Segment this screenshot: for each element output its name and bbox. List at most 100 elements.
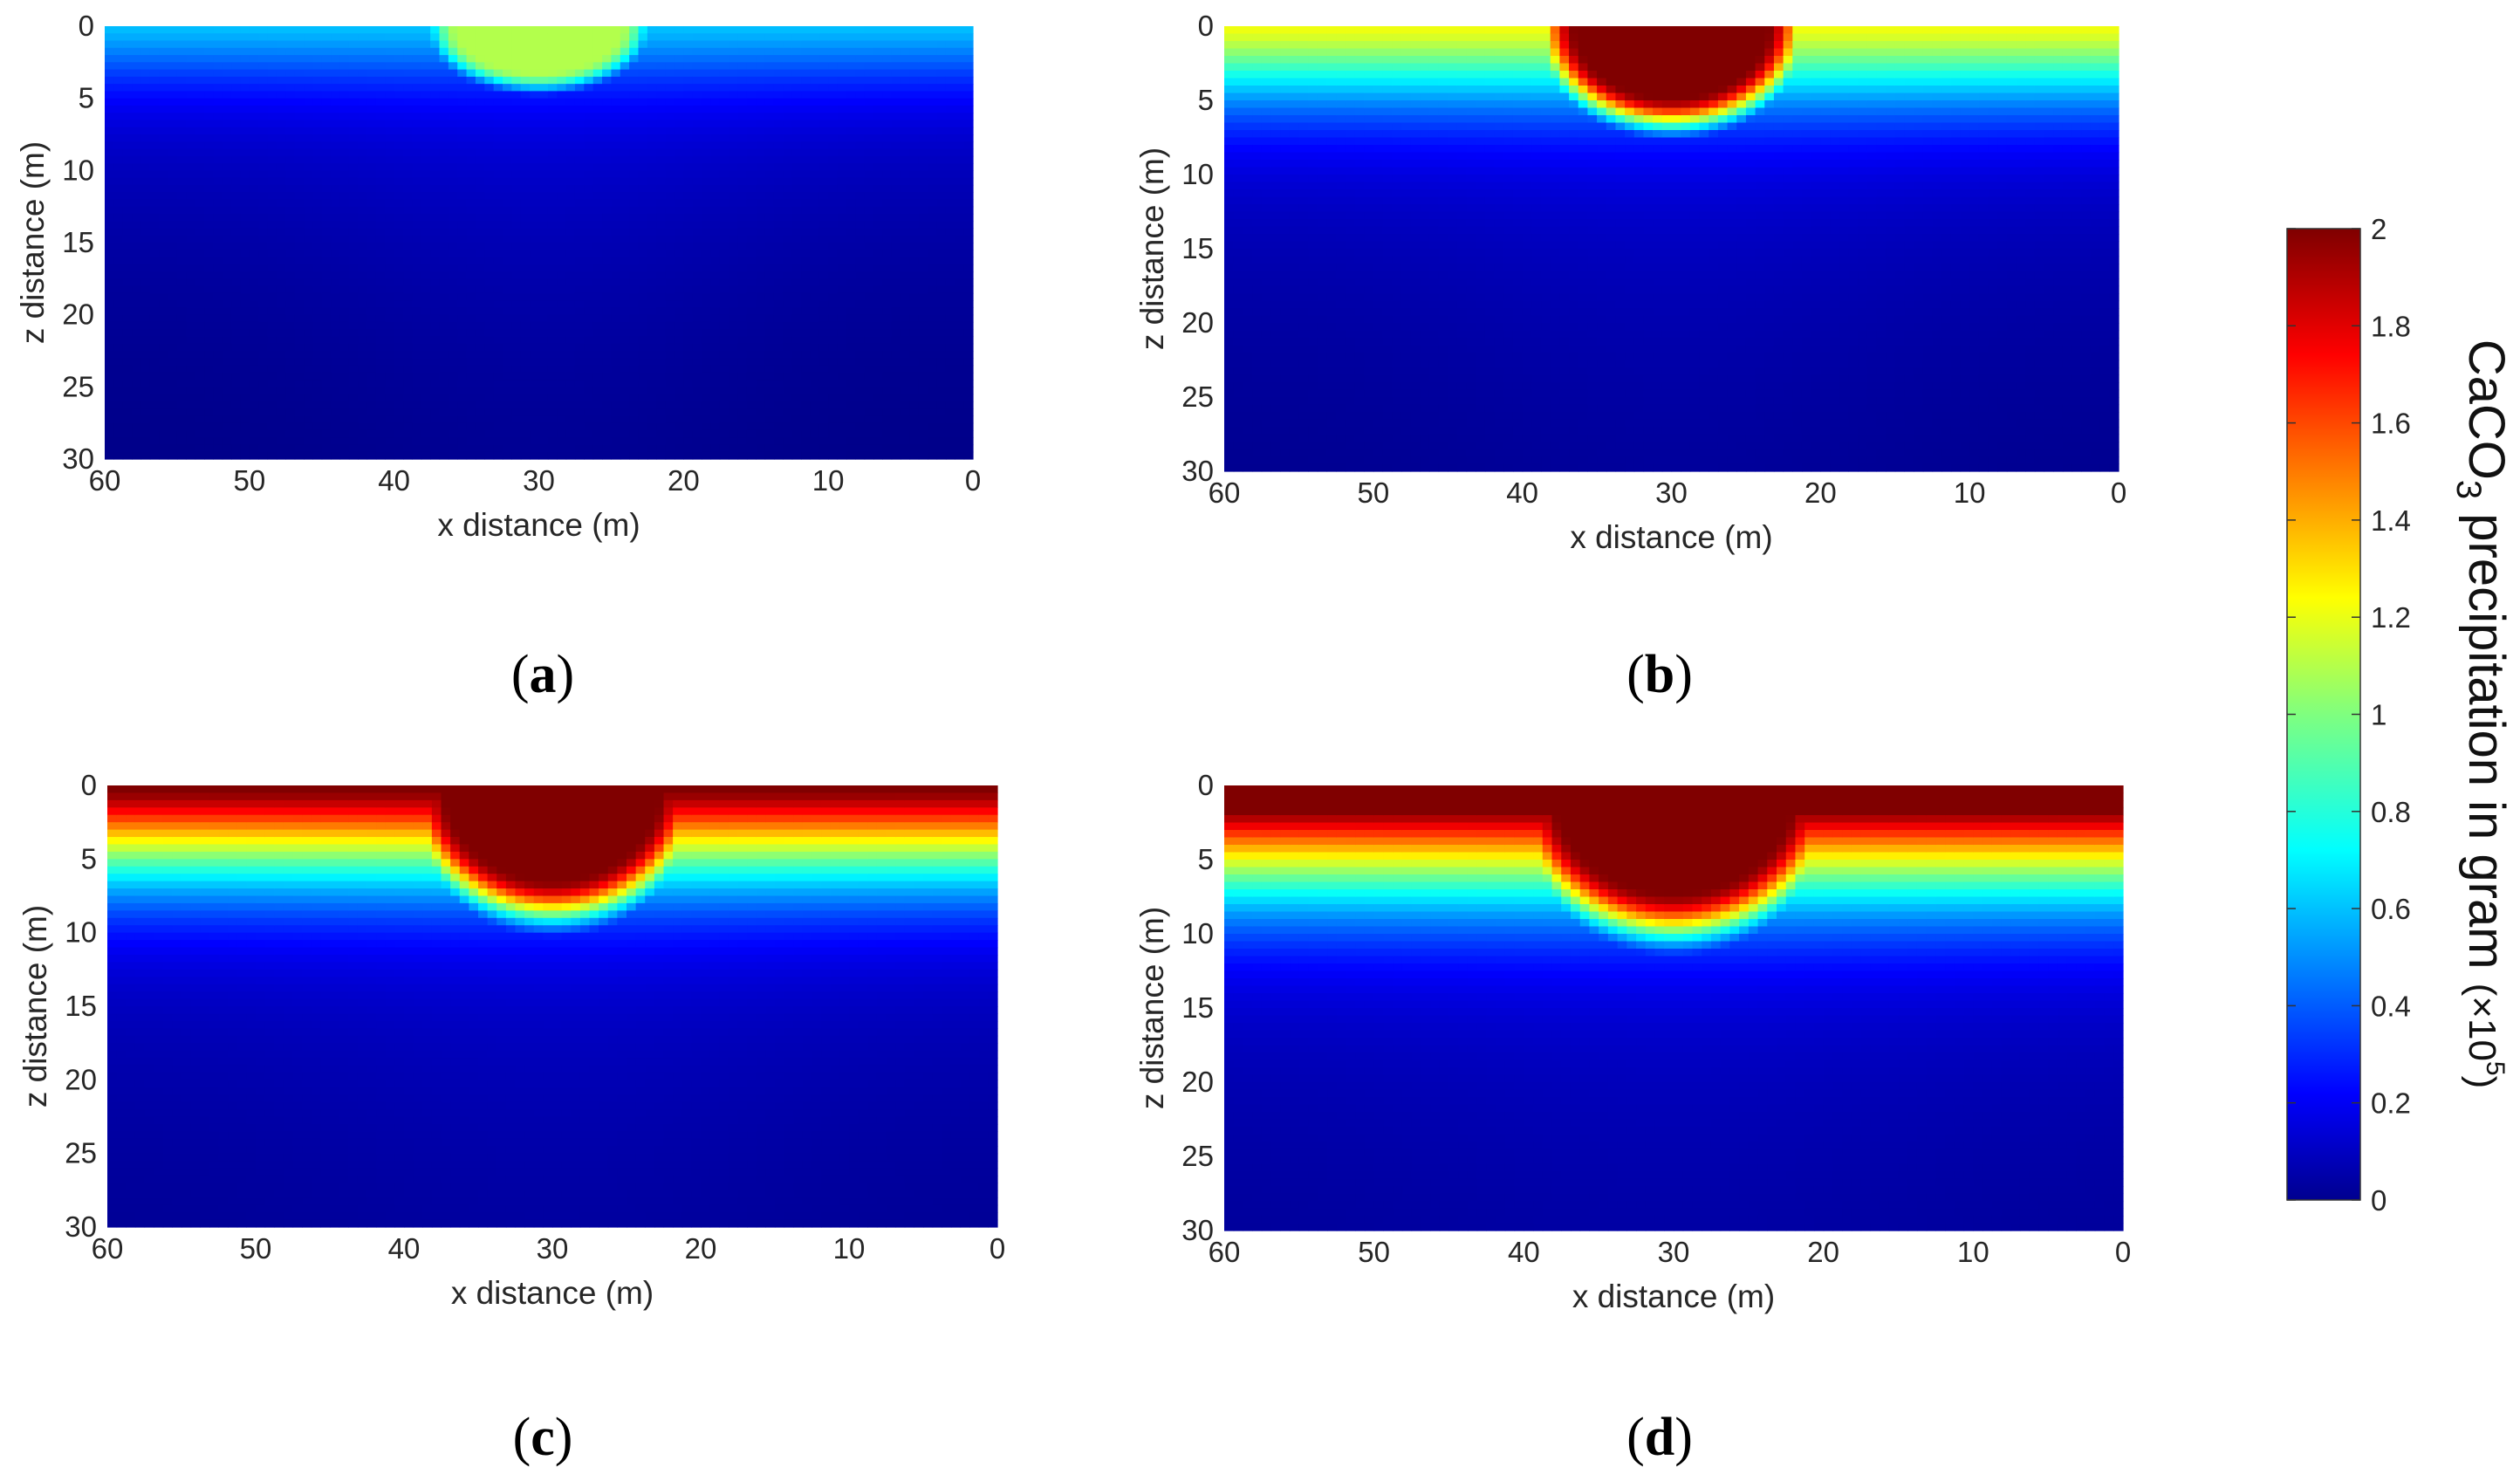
heatmap-cell (113, 120, 124, 128)
heatmap-cell (511, 358, 522, 367)
heatmap-cell (746, 120, 757, 128)
heatmap-cell (304, 199, 313, 208)
heatmap-cell (828, 221, 839, 230)
heatmap-cell (574, 26, 585, 34)
heatmap-cell (213, 134, 223, 142)
heatmap-cell (756, 192, 766, 200)
heatmap-cell (647, 401, 657, 409)
heatmap-cell (629, 264, 640, 272)
heatmap-cell (448, 69, 458, 78)
heatmap-cell (430, 422, 441, 431)
heatmap-cell (638, 40, 648, 49)
heatmap-cell (530, 401, 540, 409)
heatmap-cell (828, 429, 839, 438)
heatmap-cell (547, 321, 558, 330)
heatmap-cell (348, 62, 359, 71)
heatmap-cell (294, 47, 305, 56)
heatmap-cell (222, 278, 232, 287)
heatmap-cell (846, 235, 856, 243)
heatmap-cell (412, 55, 422, 63)
heatmap-cell (647, 177, 657, 186)
heatmap-cell (729, 84, 739, 92)
heatmap-cell (457, 47, 468, 56)
heatmap-cell (204, 264, 214, 272)
heatmap-cell (638, 177, 648, 186)
heatmap-cell (403, 55, 413, 63)
heatmap-cell (132, 387, 142, 395)
heatmap-cell (285, 76, 296, 85)
heatmap-cell (665, 278, 675, 287)
heatmap-cell (439, 134, 449, 142)
heatmap-cell (783, 415, 793, 424)
heatmap-cell (149, 120, 160, 128)
heatmap-cell (692, 437, 702, 446)
heatmap-cell (629, 134, 640, 142)
heatmap-cell (702, 372, 712, 381)
heatmap-cell (348, 387, 359, 395)
heatmap-cell (113, 76, 124, 85)
heatmap-cell (611, 40, 621, 49)
heatmap-cell (592, 365, 603, 374)
heatmap-cell (565, 55, 576, 63)
heatmap-cell (737, 98, 748, 106)
heatmap-cell (692, 351, 702, 359)
heatmap-cell (475, 321, 485, 330)
heatmap-cell (791, 148, 802, 157)
heatmap-cell (557, 243, 567, 250)
heatmap-cell (321, 401, 332, 409)
heatmap-cell (791, 415, 802, 424)
heatmap-cell (828, 271, 839, 279)
heatmap-cell (602, 444, 613, 453)
heatmap-cell (828, 163, 839, 171)
heatmap-cell (764, 113, 775, 121)
heatmap-cell (222, 105, 232, 113)
heatmap-cell (810, 184, 820, 193)
heatmap-cell (620, 292, 630, 301)
heatmap-cell (530, 451, 540, 460)
heatmap-cell (412, 329, 422, 338)
heatmap-cell (837, 451, 847, 460)
heatmap-cell (448, 451, 458, 460)
heatmap-cell (656, 336, 667, 345)
heatmap-cell (240, 40, 250, 49)
heatmap-cell (140, 105, 151, 113)
heatmap-cell (656, 33, 667, 42)
heatmap-cell (105, 134, 114, 142)
heatmap-cell (222, 62, 232, 71)
heatmap-cell (602, 163, 613, 171)
heatmap-cell (729, 55, 739, 63)
heatmap-cell (828, 451, 839, 460)
heatmap-cell (168, 358, 178, 367)
heatmap-cell (140, 422, 151, 431)
heatmap-cell (783, 134, 793, 142)
heatmap-cell (258, 134, 269, 142)
heatmap-cell (565, 380, 576, 387)
heatmap-cell (547, 127, 558, 135)
heatmap-cell (475, 351, 485, 359)
heatmap-cell (702, 170, 712, 179)
heatmap-cell (837, 401, 847, 409)
heatmap-cell (168, 33, 178, 42)
heatmap-cell (258, 372, 269, 381)
heatmap-cell (665, 372, 675, 381)
heatmap-cell (321, 105, 332, 113)
heatmap-cell (204, 408, 214, 416)
heatmap-cell (385, 213, 395, 222)
heatmap-cell (204, 62, 214, 71)
heatmap-cell (818, 55, 829, 63)
heatmap-cell (729, 271, 739, 279)
heatmap-cell (484, 120, 495, 128)
heatmap-cell (710, 26, 721, 34)
heatmap-cell (304, 415, 313, 424)
heatmap-cell (430, 33, 441, 42)
heatmap-cell (394, 199, 404, 208)
heatmap-cell (122, 343, 133, 352)
heatmap-cell (538, 401, 549, 409)
heatmap-cell (837, 278, 847, 287)
heatmap-cell (547, 343, 558, 352)
heatmap-cell (421, 113, 431, 121)
heatmap-cell (484, 141, 495, 150)
heatmap-cell (565, 250, 576, 258)
heatmap-cell (403, 429, 413, 438)
heatmap-cell (674, 55, 684, 63)
